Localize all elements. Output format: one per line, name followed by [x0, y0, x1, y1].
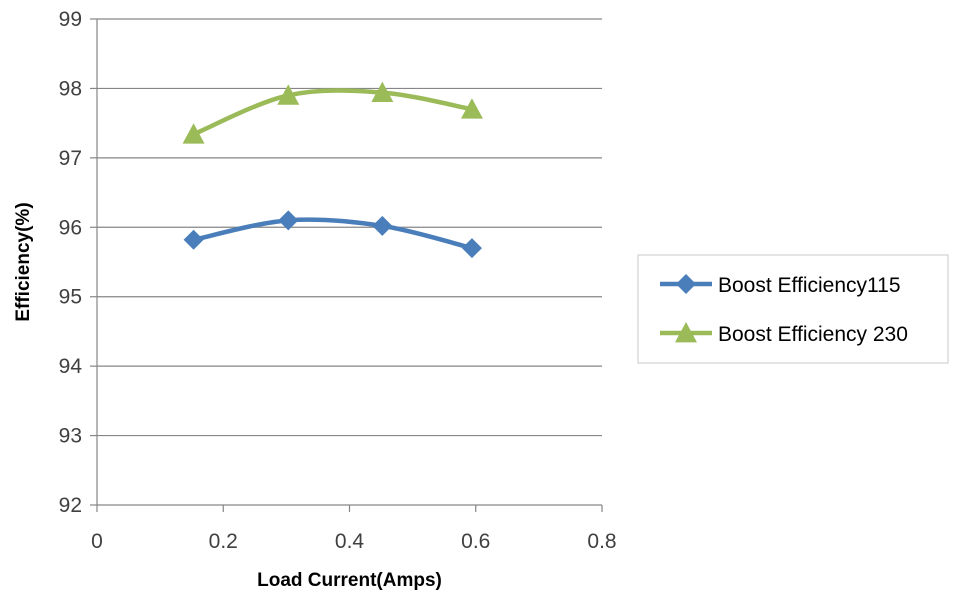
data-point	[182, 123, 205, 144]
y-tick-label: 96	[59, 216, 82, 239]
data-point	[183, 229, 204, 250]
x-tick-label: 0.2	[209, 530, 238, 553]
gridlines	[97, 18, 602, 437]
data-point	[372, 215, 393, 236]
x-tick-label: 0.8	[587, 530, 616, 553]
y-tick-label: 94	[59, 355, 83, 378]
tick-labels: 92 93 94 95 96 97 98 99 0 0.2 0.4 0.6 0.8	[59, 8, 617, 553]
legend-label: Boost Efficiency 230	[718, 323, 908, 346]
series-1	[183, 210, 482, 259]
x-tick-label: 0	[91, 530, 103, 553]
legend-swatch-marker	[676, 274, 696, 294]
legend: Boost Efficiency115 Boost Efficiency 230	[637, 254, 949, 364]
y-tick-label: 95	[59, 286, 82, 309]
data-point	[460, 98, 483, 119]
series-layer	[182, 81, 483, 259]
y-axis-title: Efficiency(%)	[13, 202, 34, 321]
legend-label: Boost Efficiency115	[718, 274, 901, 297]
legend-item: Boost Efficiency 230	[660, 322, 908, 346]
legend-item: Boost Efficiency115	[660, 274, 901, 297]
y-tick-label: 93	[59, 425, 82, 448]
y-tick-label: 98	[59, 77, 82, 100]
series-2	[182, 81, 483, 144]
data-point	[461, 238, 482, 259]
data-point	[371, 81, 394, 102]
data-point	[277, 84, 300, 105]
legend-box	[637, 254, 949, 364]
axes	[90, 18, 603, 512]
x-tick-label: 0.4	[335, 530, 365, 553]
data-point	[278, 210, 299, 231]
y-tick-label: 97	[59, 147, 82, 170]
series-line	[191, 88, 475, 137]
y-tick-label: 99	[59, 8, 82, 31]
series-line	[191, 217, 475, 251]
x-axis-title: Load Current(Amps)	[257, 570, 442, 591]
x-tick-label: 0.6	[461, 530, 490, 553]
legend-swatch-marker	[675, 322, 697, 343]
y-tick-label: 92	[59, 494, 82, 517]
